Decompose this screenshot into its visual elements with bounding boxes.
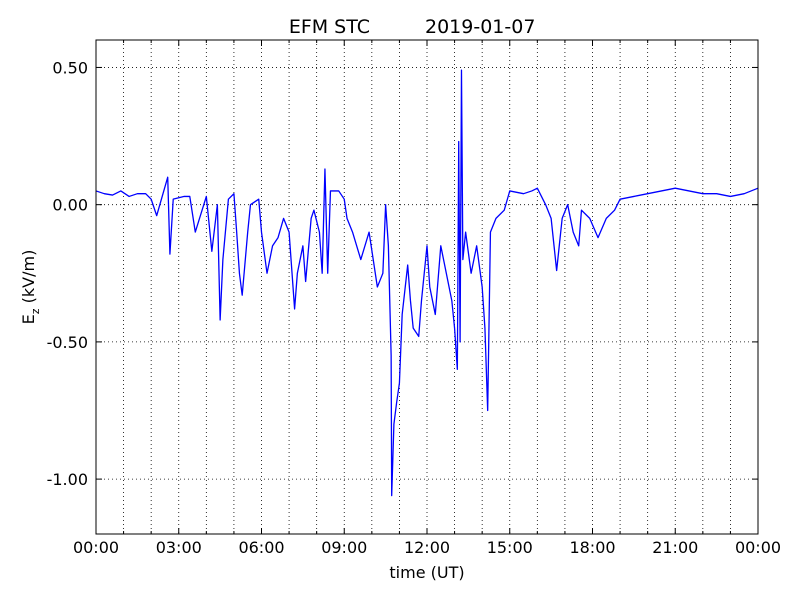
y-axis-label: Ez (kV/m) — [19, 250, 42, 325]
y-tick-label: 0.00 — [52, 196, 88, 215]
x-tick-label: 12:00 — [404, 538, 450, 557]
y-label-sub: z — [29, 308, 42, 314]
x-tick-label: 03:00 — [156, 538, 202, 557]
y-label-base: E — [19, 314, 38, 324]
plot-frame — [95, 39, 759, 535]
y-tick-label: -0.50 — [47, 333, 88, 352]
x-tick-label: 00:00 — [735, 538, 781, 557]
x-tick-label: 06:00 — [238, 538, 284, 557]
y-label-rest: (kV/m) — [19, 250, 38, 309]
x-tick-label: 09:00 — [321, 538, 367, 557]
chart-title: EFM STC — [289, 16, 370, 38]
y-tick-label: 0.50 — [52, 58, 88, 77]
y-tick-label: -1.00 — [47, 470, 88, 489]
x-tick-label: 18:00 — [569, 538, 615, 557]
chart-date: 2019-01-07 — [425, 16, 535, 38]
x-axis-label: time (UT) — [389, 563, 464, 582]
x-tick-label: 15:00 — [487, 538, 533, 557]
x-tick-label: 00:00 — [73, 538, 119, 557]
x-tick-label: 21:00 — [652, 538, 698, 557]
data-line — [95, 69, 759, 497]
